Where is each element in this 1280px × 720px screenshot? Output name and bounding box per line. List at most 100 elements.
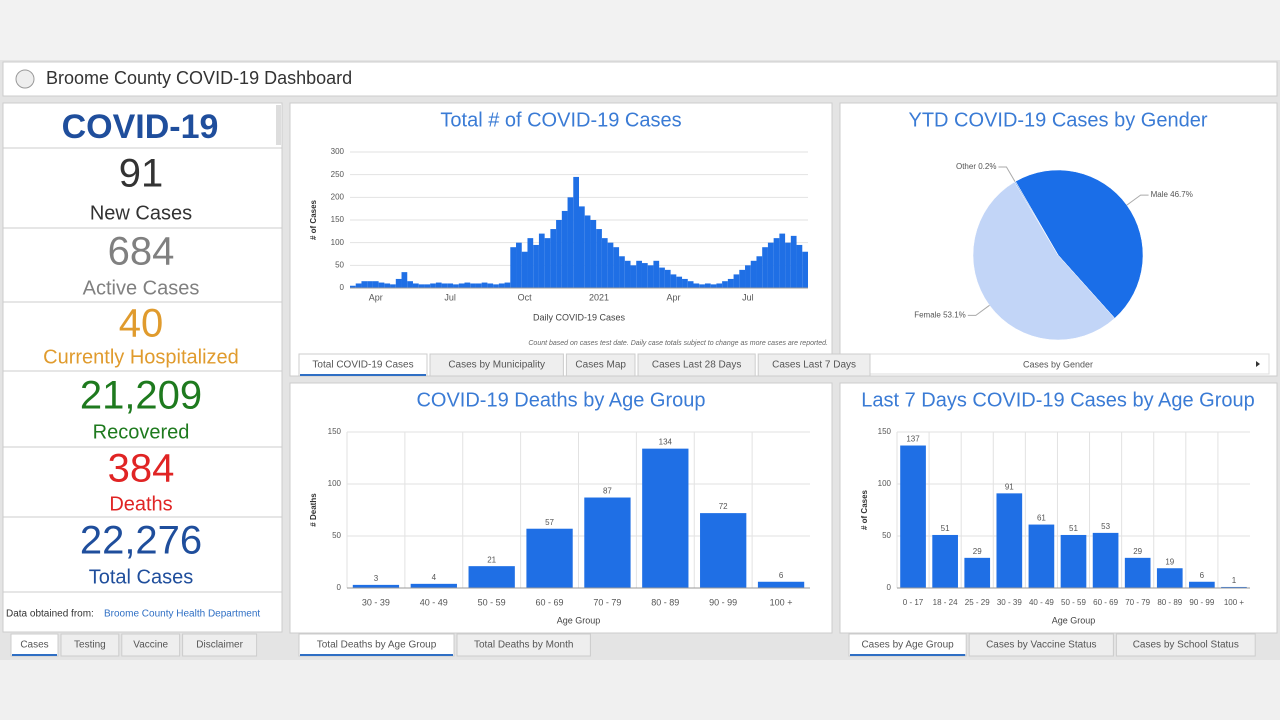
value-label: 19 bbox=[1165, 557, 1174, 566]
bar bbox=[900, 445, 926, 588]
chart-title: YTD COVID-19 Cases by Gender bbox=[909, 109, 1208, 131]
y-tick-label: 100 bbox=[331, 238, 345, 247]
bar bbox=[704, 283, 711, 288]
tab-label[interactable]: Cases Last 28 Days bbox=[652, 360, 742, 371]
value-label: 51 bbox=[1069, 524, 1078, 533]
bar bbox=[556, 220, 562, 288]
x-tick-label: 30 - 39 bbox=[997, 598, 1022, 607]
stat-label: Active Cases bbox=[83, 277, 200, 299]
bar bbox=[470, 283, 476, 288]
tab[interactable] bbox=[1115, 633, 1256, 657]
tab-label[interactable]: Total COVID-19 Cases bbox=[312, 360, 413, 371]
bar bbox=[498, 283, 505, 288]
tab[interactable] bbox=[121, 633, 181, 657]
bar bbox=[750, 260, 757, 288]
tab-label[interactable]: Cases Last 7 Days bbox=[772, 360, 856, 371]
leader-line bbox=[998, 166, 1016, 182]
tab[interactable] bbox=[968, 633, 1114, 657]
bar bbox=[762, 247, 768, 288]
bar bbox=[653, 260, 660, 288]
x-tick-label: 2021 bbox=[589, 292, 609, 302]
tab[interactable] bbox=[565, 353, 636, 377]
tab-label[interactable]: Disclaimer bbox=[196, 640, 243, 651]
bar bbox=[441, 283, 448, 288]
bar bbox=[401, 272, 408, 288]
source-link[interactable]: Broome County Health Department bbox=[104, 609, 260, 620]
bar bbox=[733, 274, 740, 288]
stat-value: 384 bbox=[108, 447, 175, 491]
bar bbox=[607, 242, 614, 288]
chart-note: Count based on cases test date. Daily ca… bbox=[528, 340, 828, 347]
stat-label: New Cases bbox=[90, 202, 192, 224]
value-label: 57 bbox=[545, 518, 554, 527]
bar bbox=[802, 251, 808, 288]
bar bbox=[1028, 524, 1055, 588]
bar bbox=[716, 283, 723, 288]
x-tick-label: 80 - 89 bbox=[651, 597, 679, 607]
bar bbox=[996, 493, 1023, 588]
bar bbox=[773, 238, 780, 288]
x-tick-label: 50 - 59 bbox=[1061, 598, 1086, 607]
leader-line bbox=[967, 304, 990, 316]
bar bbox=[430, 283, 436, 288]
x-tick-label: 70 - 79 bbox=[593, 597, 621, 607]
tab-label[interactable]: Cases by School Status bbox=[1133, 640, 1239, 651]
bar bbox=[670, 274, 677, 288]
stat-value: 22,276 bbox=[80, 519, 202, 563]
stat-value: 40 bbox=[119, 302, 164, 346]
y-tick-label: 100 bbox=[878, 479, 892, 488]
tab[interactable] bbox=[182, 633, 258, 657]
pie-label: Female 53.1% bbox=[914, 310, 966, 319]
tab-label[interactable]: Vaccine bbox=[133, 640, 168, 651]
bar bbox=[624, 260, 631, 288]
header-bar bbox=[2, 61, 1278, 97]
tab[interactable] bbox=[60, 633, 120, 657]
tab[interactable] bbox=[429, 353, 564, 377]
bar bbox=[601, 238, 608, 288]
bar bbox=[596, 229, 602, 288]
bar bbox=[682, 278, 688, 288]
tab-label[interactable]: Total Deaths by Month bbox=[474, 640, 574, 651]
x-tick-label: 60 - 69 bbox=[1093, 598, 1118, 607]
bar bbox=[390, 284, 396, 288]
bar bbox=[636, 260, 642, 288]
tab-label[interactable]: Testing bbox=[74, 640, 106, 651]
bar bbox=[561, 210, 568, 288]
y-tick-label: 150 bbox=[331, 215, 345, 224]
next-arrow[interactable] bbox=[1256, 361, 1260, 367]
bar bbox=[367, 281, 373, 288]
bar bbox=[458, 283, 465, 288]
bar bbox=[619, 256, 625, 288]
y-tick-label: 250 bbox=[331, 170, 345, 179]
bar bbox=[468, 566, 515, 588]
tab-label[interactable]: Cases by Age Group bbox=[861, 640, 954, 651]
bar bbox=[664, 269, 671, 288]
tab[interactable] bbox=[637, 353, 756, 377]
x-tick-label: 70 - 79 bbox=[1125, 598, 1150, 607]
tab[interactable] bbox=[757, 353, 871, 377]
bar bbox=[1156, 568, 1183, 588]
tab[interactable] bbox=[456, 633, 591, 657]
value-label: 21 bbox=[487, 555, 496, 564]
bar bbox=[693, 283, 700, 288]
bar bbox=[378, 282, 385, 288]
bar bbox=[395, 278, 402, 288]
top-backdrop bbox=[0, 0, 1280, 60]
tab-label[interactable]: Cases by Municipality bbox=[448, 360, 545, 371]
y-tick-label: 50 bbox=[882, 531, 891, 540]
y-tick-label: 300 bbox=[331, 147, 345, 156]
bar bbox=[1092, 532, 1119, 588]
bar bbox=[516, 242, 522, 288]
bar bbox=[757, 581, 805, 588]
y-tick-label: 50 bbox=[335, 260, 344, 269]
tab-label[interactable]: Total Deaths by Age Group bbox=[317, 640, 437, 651]
tab-label[interactable]: Cases bbox=[20, 640, 48, 651]
value-label: 137 bbox=[906, 435, 920, 444]
bar bbox=[453, 284, 459, 288]
y-axis-label: # of Cases bbox=[860, 489, 869, 530]
tab-label[interactable]: Cases Map bbox=[575, 360, 626, 371]
bar bbox=[504, 282, 511, 288]
tab-label[interactable]: Cases by Vaccine Status bbox=[986, 640, 1096, 651]
stat-value: 21,209 bbox=[80, 374, 202, 418]
bar bbox=[464, 282, 471, 288]
